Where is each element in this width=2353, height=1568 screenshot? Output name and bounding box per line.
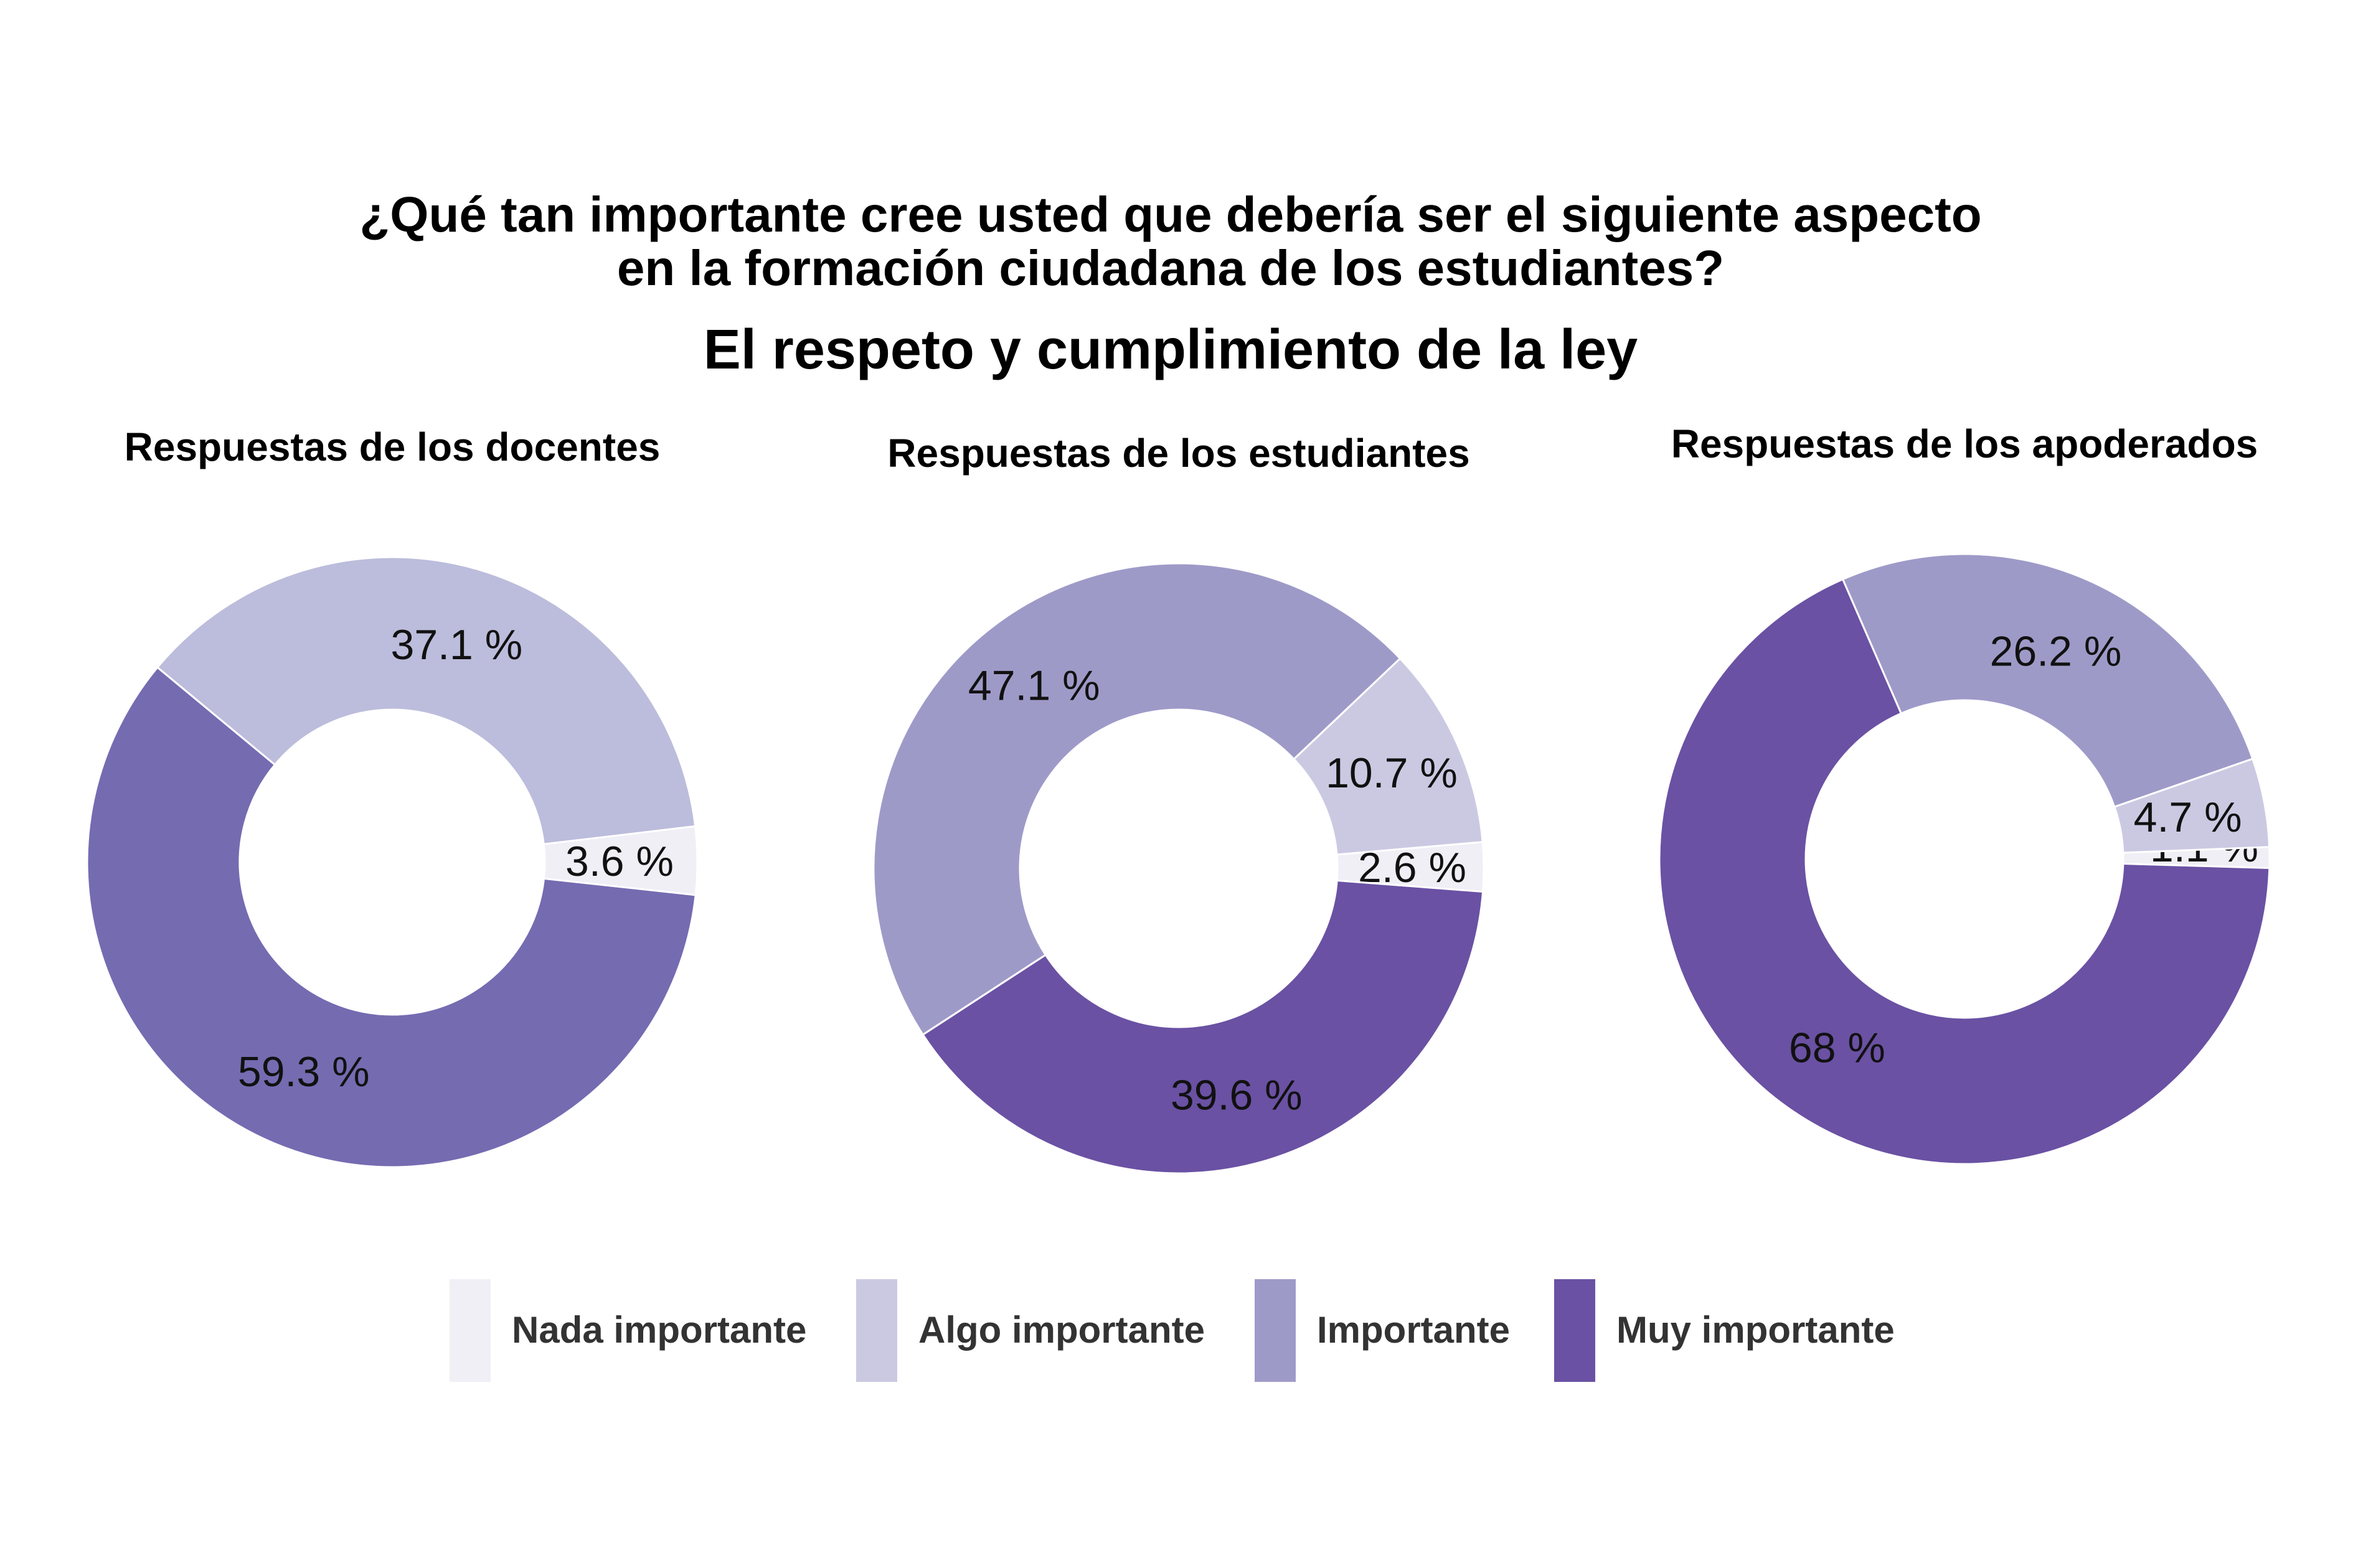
slice-value-label: 26.2 % <box>1990 628 2122 675</box>
donut-slice-importante <box>872 562 1402 1036</box>
legend-swatch <box>1255 1279 1296 1382</box>
chart-title-line-2: en la formación ciudadana de los estudia… <box>617 240 1724 296</box>
legend-label: Muy importante <box>1616 1309 1895 1351</box>
legend-swatch <box>1554 1279 1595 1382</box>
donut-slice-muy-importante <box>86 666 697 1168</box>
legend-swatch <box>856 1279 897 1382</box>
legend: Nada importante Algo importante Importante… <box>450 1279 1895 1382</box>
donut-title: Respuestas de los docentes <box>125 425 661 469</box>
donut-chart-1: Respuestas de los docentes 3.6 % 37.1 % 59.… <box>86 425 699 1168</box>
slice-value-label: 37.1 % <box>391 621 523 669</box>
legend-label: Nada importante <box>512 1309 806 1351</box>
chart-subtitle: El respeto y cumplimiento de la ley <box>704 319 1638 381</box>
slice-value-label: 4.7 % <box>2134 794 2242 841</box>
legend-label: Importante <box>1317 1309 1510 1351</box>
donut-slice-muy-importante <box>1658 578 2271 1165</box>
legend-swatch <box>450 1279 491 1382</box>
donut-slice-algo-importante <box>1292 657 1484 856</box>
chart-title-line-1: ¿Qué tan importante cree usted que deber… <box>359 187 1981 242</box>
slice-value-label: 39.6 % <box>1171 1071 1303 1119</box>
legend-label: Algo importante <box>918 1309 1205 1351</box>
slice-value-label: 47.1 % <box>968 662 1100 710</box>
donut-title: Respuestas de los apoderados <box>1671 421 2258 466</box>
donut-slice-algo-importante <box>156 556 697 845</box>
donut-group: Respuestas de los docentes 3.6 % 37.1 % 59.… <box>86 421 2271 1175</box>
donut-chart-3: Respuestas de los apoderados1.1 %4.7 %26… <box>1658 421 2271 1165</box>
slice-value-label: 68 % <box>1789 1024 1885 1071</box>
donut-slice-muy-importante <box>922 879 1484 1175</box>
slice-value-label: 59.3 % <box>238 1048 370 1096</box>
slice-value-label: 3.6 % <box>565 838 674 885</box>
slice-value-label: 10.7 % <box>1326 749 1458 797</box>
donut-title: Respuestas de los estudiantes <box>887 431 1469 476</box>
donut-slice-importante <box>1841 553 2254 809</box>
